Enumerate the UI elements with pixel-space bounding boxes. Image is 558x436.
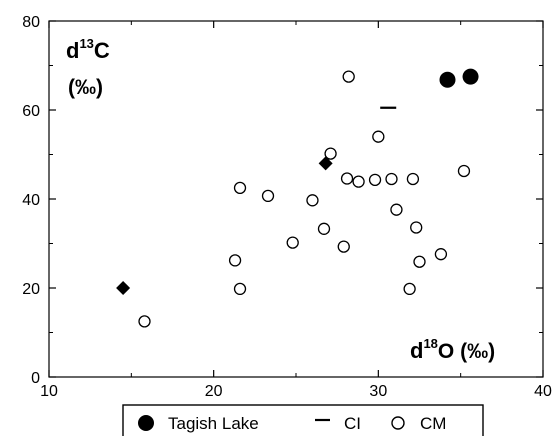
x-annotation: d18O (‰)	[410, 336, 495, 363]
x-tick-label: 40	[534, 383, 552, 400]
cm-point	[342, 70, 355, 83]
y-tick-label: 60	[22, 103, 40, 120]
cm-point	[228, 254, 242, 267]
y-tick-label: 40	[22, 192, 40, 209]
x-tick-label: 10	[40, 383, 58, 400]
cm-point	[261, 189, 275, 203]
cm-point	[372, 130, 385, 143]
cm-point	[413, 255, 426, 268]
y-tick-label: 80	[22, 14, 40, 31]
cm-point	[390, 203, 403, 216]
x-tick-label: 20	[205, 383, 223, 400]
cm-point	[306, 194, 319, 207]
legend-tagish-lake-icon	[138, 415, 154, 431]
legend-ci-label: CI	[344, 414, 361, 433]
diamond-point	[318, 156, 333, 171]
legend-tagish-lake-label: Tagish Lake	[168, 414, 259, 433]
cm-point	[324, 147, 337, 160]
cm-point	[406, 172, 420, 186]
legend: Tagish Lake CI CM	[122, 404, 484, 436]
cm-point	[434, 248, 448, 261]
y-annotation-unit: (‰)	[68, 76, 103, 99]
cm-point	[457, 164, 471, 178]
cm-point	[337, 240, 350, 253]
tagish-lake-point	[462, 68, 479, 85]
x-tick-label: 30	[369, 383, 387, 400]
x-axis-annotation: d18O (‰)	[410, 336, 495, 363]
cm-point	[233, 181, 247, 195]
legend-cm-icon	[391, 416, 405, 430]
cm-point	[286, 236, 299, 249]
cm-point	[410, 221, 423, 234]
cm-point	[385, 172, 398, 186]
y-tick-label: 0	[31, 370, 40, 387]
y-tick-label: 20	[22, 281, 40, 298]
cm-point	[317, 222, 331, 235]
cm-point	[233, 282, 247, 296]
legend-cm-label: CM	[420, 414, 446, 433]
tagish-lake-point	[439, 71, 456, 88]
y-annotation-line1: d13C	[66, 36, 110, 63]
diamond-point	[116, 281, 131, 295]
cm-point	[403, 282, 416, 296]
cm-point	[138, 315, 151, 328]
tick-labels: 10 20 30 40 0 20 40 60 80	[22, 14, 552, 400]
legend-box	[122, 404, 484, 436]
y-axis-annotation: d13C (‰)	[66, 36, 110, 99]
data-marks	[116, 68, 479, 328]
cm-point	[368, 173, 382, 187]
axis-ticks	[48, 20, 544, 378]
cm-point	[340, 172, 354, 185]
cm-point	[352, 175, 365, 188]
